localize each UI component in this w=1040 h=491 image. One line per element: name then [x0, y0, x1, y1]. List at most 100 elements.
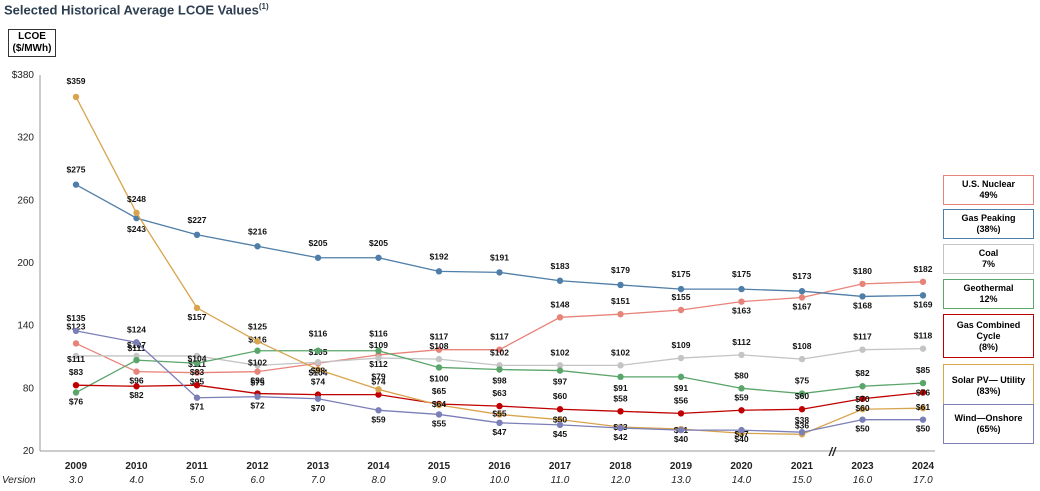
data-label: $102 — [551, 347, 570, 357]
legend-share: (38%) — [976, 224, 1001, 234]
data-point — [496, 411, 503, 418]
legend-label: U.S. Nuclear — [961, 179, 1016, 189]
legend-label: Gas Combined Cycle — [956, 319, 1021, 341]
data-point — [919, 379, 927, 387]
data-label: $135 — [67, 313, 86, 323]
data-label: $79 — [371, 371, 385, 381]
legend-entry: Gas Peaking (38%) — [943, 209, 1034, 239]
data-label: $76 — [916, 388, 930, 398]
data-label: $275 — [67, 165, 86, 175]
data-point — [193, 304, 201, 312]
data-label: $37 — [734, 429, 748, 439]
y-tick-label: $380 — [12, 70, 35, 81]
version-label: 4.0 — [130, 475, 144, 486]
data-point — [617, 408, 624, 415]
data-point — [617, 373, 624, 381]
data-point — [72, 181, 80, 188]
legend-share: 12% — [979, 294, 998, 304]
data-label: $117 — [430, 332, 449, 342]
data-label: $50 — [855, 424, 869, 434]
data-point — [72, 327, 80, 335]
data-point — [314, 395, 322, 402]
data-label: $83 — [190, 367, 204, 377]
data-point — [677, 285, 685, 293]
legend-share: (8%) — [978, 341, 998, 352]
data-point — [375, 386, 382, 393]
y-tick-label: 20 — [23, 446, 35, 457]
data-label: $179 — [611, 265, 630, 275]
x-tick-label: 2016 — [488, 461, 511, 472]
data-label: $183 — [551, 261, 570, 271]
data-label: $173 — [793, 271, 812, 281]
legend-share: (83%) — [976, 386, 1001, 396]
x-tick-label: 2010 — [125, 461, 148, 472]
data-point — [133, 209, 140, 217]
y-axis-label-line2: ($/MWh) — [12, 43, 52, 54]
data-label: $108 — [430, 341, 449, 351]
data-point — [556, 362, 564, 369]
y-axis-label-line1: LCOE — [18, 31, 46, 42]
data-point — [859, 383, 866, 390]
data-point — [375, 354, 382, 362]
data-point — [677, 410, 685, 417]
data-point — [738, 426, 745, 434]
x-tick-label: 2024 — [912, 461, 935, 472]
data-point — [314, 254, 322, 261]
axis-break-mark: // — [828, 445, 837, 459]
version-label: 5.0 — [190, 475, 204, 486]
version-label: 3.0 — [69, 475, 83, 486]
data-label: $148 — [551, 299, 570, 309]
data-label: $76 — [69, 397, 83, 407]
data-label: $50 — [553, 415, 567, 425]
x-tick-label: 2017 — [549, 461, 572, 472]
data-point — [798, 294, 806, 301]
version-label: 13.0 — [671, 475, 691, 486]
data-label: $55 — [492, 408, 506, 418]
data-label: $111 — [128, 343, 146, 353]
data-label: $163 — [732, 306, 751, 316]
x-tick-label: 2023 — [851, 461, 874, 472]
data-point — [496, 346, 503, 353]
data-label: $75 — [250, 378, 264, 388]
data-label: $102 — [611, 347, 630, 357]
data-label: $109 — [672, 340, 691, 350]
data-label: $155 — [672, 292, 691, 302]
data-point — [859, 346, 866, 353]
x-tick-label: 2015 — [428, 461, 451, 472]
data-label: $65 — [432, 386, 446, 396]
data-label: $72 — [250, 401, 264, 411]
data-point — [496, 366, 503, 373]
legend-entry: Gas Combined Cycle (8%) — [943, 314, 1034, 358]
version-label: 8.0 — [372, 475, 386, 486]
legend-share: 7% — [981, 259, 995, 269]
data-label: $45 — [553, 429, 567, 439]
data-point — [193, 352, 201, 360]
legend-share: 49% — [979, 190, 998, 200]
data-label: $151 — [611, 296, 630, 306]
legend-text: Solar PV— Utility (83%) — [952, 375, 1026, 397]
version-label: 17.0 — [913, 475, 933, 486]
data-label: $359 — [67, 76, 86, 86]
data-point — [859, 406, 866, 413]
data-point — [193, 231, 201, 238]
version-row-label: Version — [2, 475, 36, 486]
data-point — [314, 347, 322, 354]
data-label: $64 — [432, 399, 446, 409]
data-point — [556, 406, 564, 413]
data-label: $175 — [672, 269, 691, 279]
data-label: $109 — [369, 340, 388, 350]
data-point — [133, 356, 140, 364]
data-label: $56 — [674, 395, 688, 405]
legend-entry: Solar PV— Utility (83%) — [943, 364, 1034, 408]
data-label: $123 — [67, 321, 86, 331]
legend-entry: Coal 7% — [943, 244, 1034, 274]
x-tick-label: 2019 — [670, 461, 693, 472]
chart-title: Selected Historical Average LCOE Values(… — [4, 2, 269, 17]
data-label: $205 — [369, 238, 388, 248]
data-label: $100 — [430, 373, 449, 383]
data-label: $55 — [432, 418, 446, 428]
data-point — [556, 314, 564, 321]
data-label: $157 — [188, 312, 207, 322]
y-tick-label: 320 — [17, 133, 34, 144]
version-label: 9.0 — [432, 475, 446, 486]
